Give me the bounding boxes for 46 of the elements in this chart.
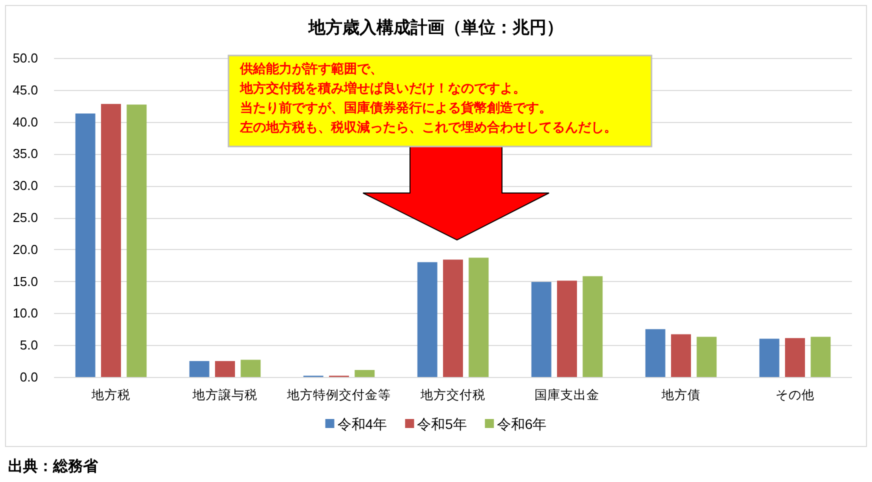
source-note: 出典：総務省 <box>8 458 99 475</box>
legend-label: 令和5年 <box>417 416 467 432</box>
bar <box>810 336 831 377</box>
x-tick-label: その他 <box>776 388 814 402</box>
bar <box>189 361 210 377</box>
annotation: 左の地方税も、税収減ったら、これで埋め合わせしてるんだし。 <box>239 120 617 134</box>
bar <box>443 260 463 377</box>
y-tick-label: 40.0 <box>12 114 38 130</box>
chart-title: 地方歳入構成計画（単位：兆円） <box>308 18 564 37</box>
bar <box>759 338 780 377</box>
legend-label: 令和4年 <box>337 416 388 432</box>
x-tick-label: 地方譲与税 <box>192 387 258 402</box>
bar <box>645 329 666 377</box>
bar <box>468 258 489 377</box>
bar <box>75 114 96 377</box>
legend-label: 令和6年 <box>496 416 547 432</box>
y-tick-label: 50.0 <box>12 50 38 66</box>
y-tick-label: 5.0 <box>20 338 38 353</box>
x-tick-label: 地方債 <box>660 387 700 402</box>
bar <box>671 334 691 377</box>
bar <box>354 370 375 377</box>
x-tick-label: 地方交付税 <box>420 387 486 402</box>
bar <box>215 361 235 377</box>
bar <box>240 360 261 377</box>
y-tick-label: 30.0 <box>12 178 38 194</box>
y-tick-label: 15.0 <box>12 274 38 289</box>
y-tick-label: 35.0 <box>12 146 38 162</box>
y-tick-label: 25.0 <box>12 210 38 225</box>
bar <box>101 104 121 377</box>
bar <box>582 276 603 377</box>
bar <box>126 104 147 377</box>
x-tick-label: 地方特例交付金等 <box>286 387 391 402</box>
annotation: 供給能力が許す範囲で、 <box>239 61 383 76</box>
bar <box>785 338 805 377</box>
y-tick-label: 0.0 <box>20 370 38 384</box>
y-tick-label: 20.0 <box>12 242 38 257</box>
bar <box>417 262 438 377</box>
annotation: 当たり前ですが、国庫債券発行による貨幣創造です。 <box>240 100 552 115</box>
x-tick-label: 地方税 <box>90 387 130 402</box>
y-tick-label: 10.0 <box>12 306 38 321</box>
bar <box>557 280 577 377</box>
x-tick-label: 国庫支出金 <box>534 387 600 402</box>
annotation: 地方交付税を積み増せば良いだけ！なのですよ。 <box>239 80 526 96</box>
y-tick-label: 45.0 <box>12 82 38 98</box>
bar <box>531 282 552 377</box>
bar <box>696 336 717 377</box>
